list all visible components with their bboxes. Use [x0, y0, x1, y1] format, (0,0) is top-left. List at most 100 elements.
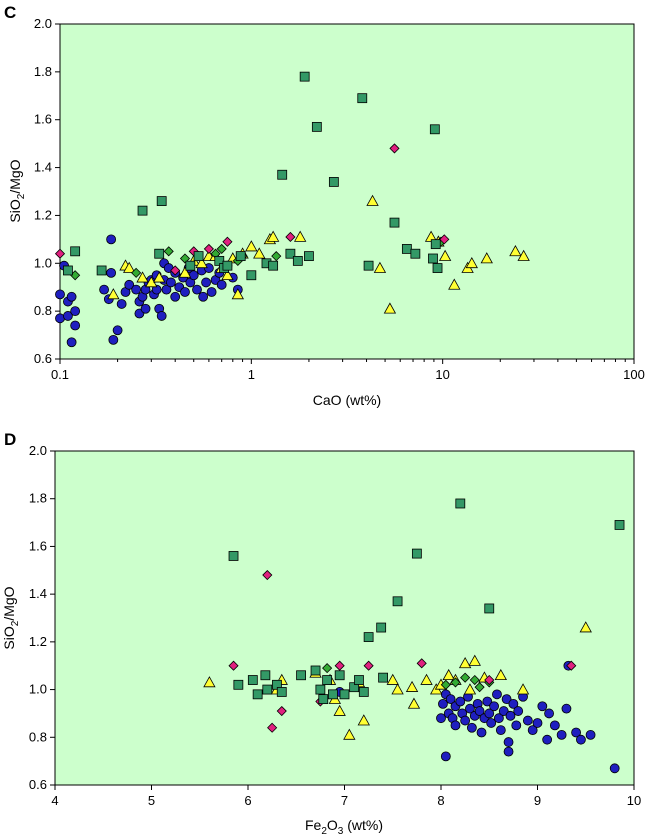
data-point-square [401, 244, 412, 254]
x-tick-label: 9 [534, 793, 541, 808]
data-point-diamond [460, 672, 471, 683]
data-point-circle [66, 337, 77, 348]
x-axis-label-c: CaO (wt%) [313, 392, 381, 408]
data-point-circle [542, 734, 553, 745]
data-point-square [389, 217, 400, 228]
data-point-triangle [357, 714, 370, 726]
data-point-circle [522, 715, 533, 726]
data-point-square [363, 260, 374, 271]
data-point-square [378, 672, 389, 683]
data-point-square [311, 121, 322, 132]
y-axis-d: 0.6 0.8 1.0 1.2 1.4 1.6 1.8 2.0 [29, 443, 55, 792]
data-point-diamond [440, 679, 451, 690]
x-tick-label: 10 [435, 367, 449, 382]
y-axis-label-d: SiO2/MgO [1, 586, 21, 649]
data-point-square [411, 548, 422, 559]
data-point-square [429, 124, 440, 135]
data-point-circle [476, 727, 487, 738]
data-point-circle [503, 737, 514, 747]
data-point-square [310, 665, 321, 676]
data-point-triangle [458, 657, 472, 669]
x-tick-label: 6 [244, 793, 251, 808]
y-axis-c: 0.6 0.8 1.0 1.2 1.4 1.6 1.8 2.0 [34, 16, 60, 366]
data-point-square [228, 551, 239, 561]
data-point-circle [450, 720, 461, 731]
data-point-square [233, 679, 244, 690]
data-point-circle [131, 284, 142, 295]
data-point-triangle [468, 654, 481, 666]
data-point-triangle [123, 261, 136, 273]
data-point-diamond [566, 660, 577, 671]
data-point-circle [532, 718, 543, 728]
y-tick-label: 1.2 [29, 634, 47, 649]
x-axis-d: 4 5 6 7 8 9 10 [51, 785, 641, 808]
data-point-triangle [448, 278, 461, 290]
y-tick-label: 1.8 [29, 491, 47, 506]
data-point-circle [140, 303, 151, 314]
data-point-circle [180, 287, 190, 297]
x-tick-label: 5 [148, 793, 155, 808]
data-point-circle [511, 720, 522, 731]
data-point-circle [549, 720, 560, 731]
y-tick-label: 0.6 [34, 351, 52, 366]
data-point-square [430, 239, 441, 250]
data-point-circle [201, 277, 211, 288]
data-point-triangle [203, 676, 216, 688]
data-point-square [277, 169, 288, 180]
x-tick-label: 100 [623, 367, 645, 382]
data-point-circle [503, 746, 514, 757]
data-point-triangle [245, 240, 258, 252]
data-point-diamond [54, 248, 66, 259]
data-point-diamond [271, 251, 282, 262]
data-point-diamond [334, 660, 345, 671]
data-point-diamond [262, 569, 273, 581]
y-tick-label: 0.6 [29, 777, 47, 792]
data-point-circle [151, 284, 162, 295]
data-point-circle [106, 267, 117, 278]
data-point-diamond [469, 674, 480, 686]
data-point-diamond [131, 267, 142, 278]
data-point-triangle [509, 244, 522, 257]
data-point-circle [513, 706, 524, 716]
data-point-circle [484, 708, 495, 719]
data-point-triangle [253, 247, 266, 259]
data-point-square [260, 670, 271, 681]
data-point-circle [206, 287, 217, 297]
data-point-triangle [107, 288, 120, 300]
data-point-triangle [221, 268, 234, 281]
data-point-triangle [463, 683, 477, 695]
data-point-circle [66, 291, 77, 302]
data-point-circle [498, 706, 509, 716]
data-point-square [222, 260, 233, 271]
data-point-triangle [178, 266, 192, 278]
panel-letter-c: C [4, 3, 16, 22]
data-point-triangle [407, 697, 421, 709]
data-point-square [410, 248, 421, 259]
data-point-square [137, 205, 148, 216]
y-tick-label: 1.4 [34, 160, 52, 175]
data-point-triangle [391, 683, 404, 695]
data-point-circle [70, 306, 81, 317]
data-point-square [276, 687, 287, 697]
data-point-square [357, 93, 368, 104]
data-point-circle [561, 703, 572, 714]
data-point-circle [585, 730, 596, 740]
y-tick-label: 1.0 [34, 255, 52, 270]
data-point-circle [508, 698, 519, 709]
data-point-circle [495, 725, 506, 736]
data-point-triangle [343, 728, 356, 740]
data-point-circle [99, 284, 109, 295]
x-tick-label: 1 [248, 367, 255, 382]
x-tick-label: 8 [437, 793, 444, 808]
data-point-circle [493, 713, 504, 724]
data-point-diamond [363, 660, 374, 671]
panel-d-chart: D 0.6 0.8 1.0 1.2 1.4 1.6 1.8 2.0 4 5 6 7 8 9 10 Fe2O… [1, 430, 641, 835]
data-point-square [96, 265, 107, 276]
data-point-triangle [231, 288, 245, 300]
data-point-diamond [222, 236, 233, 247]
data-point-square [193, 251, 204, 262]
data-point-square [262, 684, 273, 695]
data-point-square [339, 689, 350, 700]
data-point-circle [198, 291, 209, 302]
